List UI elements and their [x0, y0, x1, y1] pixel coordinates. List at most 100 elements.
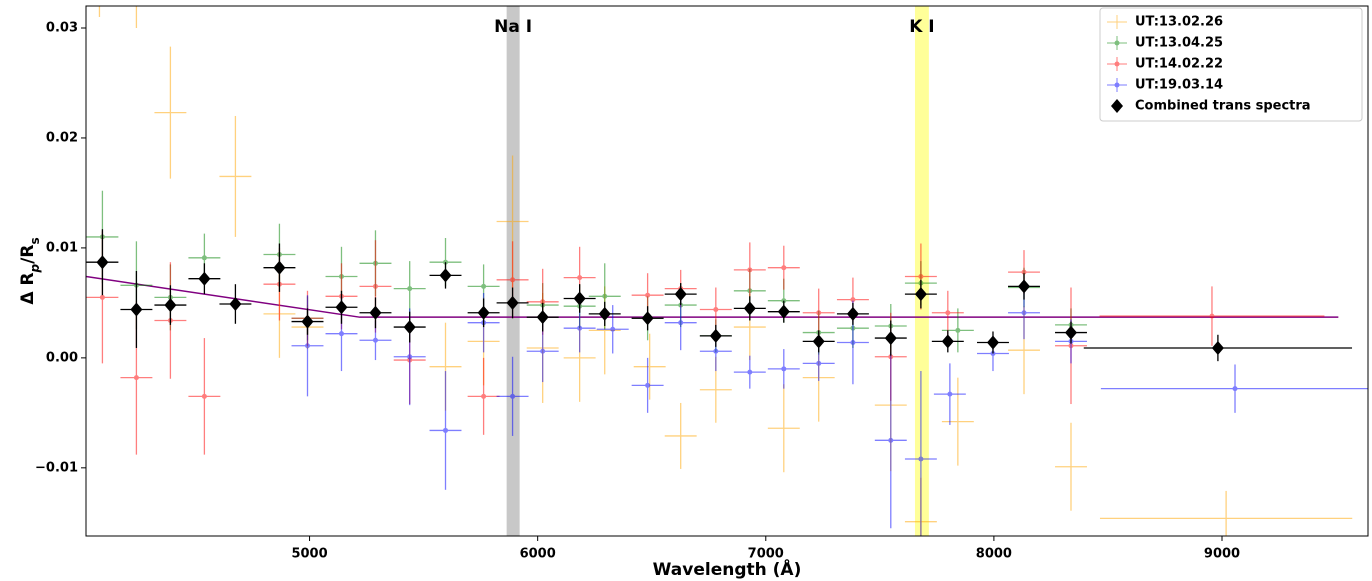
point [198, 271, 211, 286]
point [709, 328, 722, 343]
y-tick-label: 0.03 [46, 20, 78, 35]
line-band [914, 6, 929, 536]
legend-key [1107, 15, 1127, 29]
point [481, 393, 487, 399]
y-tick-label: 0.00 [46, 350, 78, 365]
legend-key [1107, 78, 1127, 92]
point [443, 427, 449, 433]
series [291, 286, 1368, 536]
point [577, 325, 583, 331]
point [888, 437, 894, 443]
x-tick-label: 7000 [748, 547, 784, 562]
point [641, 311, 654, 326]
point [674, 287, 687, 302]
point [1021, 269, 1027, 275]
point [369, 305, 382, 320]
point [536, 310, 549, 325]
y-axis-label: Δ Rp/Rs [18, 237, 42, 304]
y-tick-label: 0.02 [46, 130, 78, 145]
point [439, 268, 452, 283]
y-label-part: /R [18, 245, 38, 264]
point [918, 273, 924, 279]
legend-label: UT:13.02.26 [1135, 15, 1223, 30]
x-tick-label: 5000 [291, 547, 327, 562]
point [273, 260, 286, 275]
point [816, 360, 822, 366]
y-label-sub: p [28, 263, 42, 273]
point [201, 255, 207, 261]
point [846, 306, 859, 321]
point [645, 292, 651, 298]
point [713, 306, 719, 312]
legend-box [1099, 7, 1363, 122]
legend-label: UT:14.02.22 [1135, 57, 1223, 72]
point [781, 366, 787, 372]
legend-label: Combined trans spectra [1135, 99, 1311, 114]
point [1021, 310, 1027, 316]
legend-key [1107, 57, 1127, 71]
point [610, 326, 616, 332]
point [403, 320, 416, 335]
point [304, 343, 310, 349]
point [407, 354, 413, 360]
point [1211, 340, 1224, 355]
point [678, 320, 684, 326]
point [510, 393, 516, 399]
point [777, 304, 790, 319]
point [1114, 40, 1120, 46]
legend-label: UT:13.04.25 [1135, 36, 1223, 51]
point [481, 283, 487, 289]
point [540, 299, 546, 305]
model-line [86, 275, 1339, 318]
band-label: Na I [494, 17, 532, 37]
point [747, 267, 753, 273]
point [130, 302, 143, 317]
point [164, 298, 177, 313]
point [812, 334, 825, 349]
point [133, 375, 139, 381]
point [816, 310, 822, 316]
point [947, 391, 953, 397]
point [598, 306, 611, 321]
point [510, 277, 516, 283]
x-tick-label: 6000 [520, 547, 556, 562]
point [372, 337, 378, 343]
legend-label: UT:19.03.14 [1135, 78, 1223, 93]
point [335, 300, 348, 315]
x-tick-label: 9000 [1204, 547, 1240, 562]
point [477, 305, 490, 320]
point [986, 335, 999, 350]
series [86, 231, 1325, 455]
point [1111, 99, 1123, 113]
point [540, 348, 546, 354]
point [407, 286, 413, 292]
point [1209, 313, 1215, 319]
point [850, 339, 856, 345]
point [941, 334, 954, 349]
point [1018, 279, 1031, 294]
y-tick-label: 0.01 [46, 240, 78, 255]
point [645, 382, 651, 388]
point [884, 331, 897, 346]
point [781, 265, 787, 271]
point [577, 275, 583, 281]
plot-frame [85, 5, 1369, 537]
point [945, 310, 951, 316]
point [301, 314, 314, 329]
x-axis-label: Wavelength (Å) [653, 557, 802, 580]
point [201, 393, 207, 399]
point [573, 291, 586, 306]
x-tick-label: 8000 [976, 547, 1012, 562]
series [86, 190, 1087, 355]
legend-key [1107, 36, 1127, 50]
plot-area [86, 6, 1368, 536]
y-tick-label: −0.01 [35, 460, 78, 475]
point [1064, 325, 1077, 340]
point [96, 255, 109, 270]
y-label-part: Δ R [18, 272, 38, 304]
legend-key [1111, 99, 1123, 113]
point [506, 295, 519, 310]
point [914, 287, 927, 302]
point [338, 331, 344, 337]
